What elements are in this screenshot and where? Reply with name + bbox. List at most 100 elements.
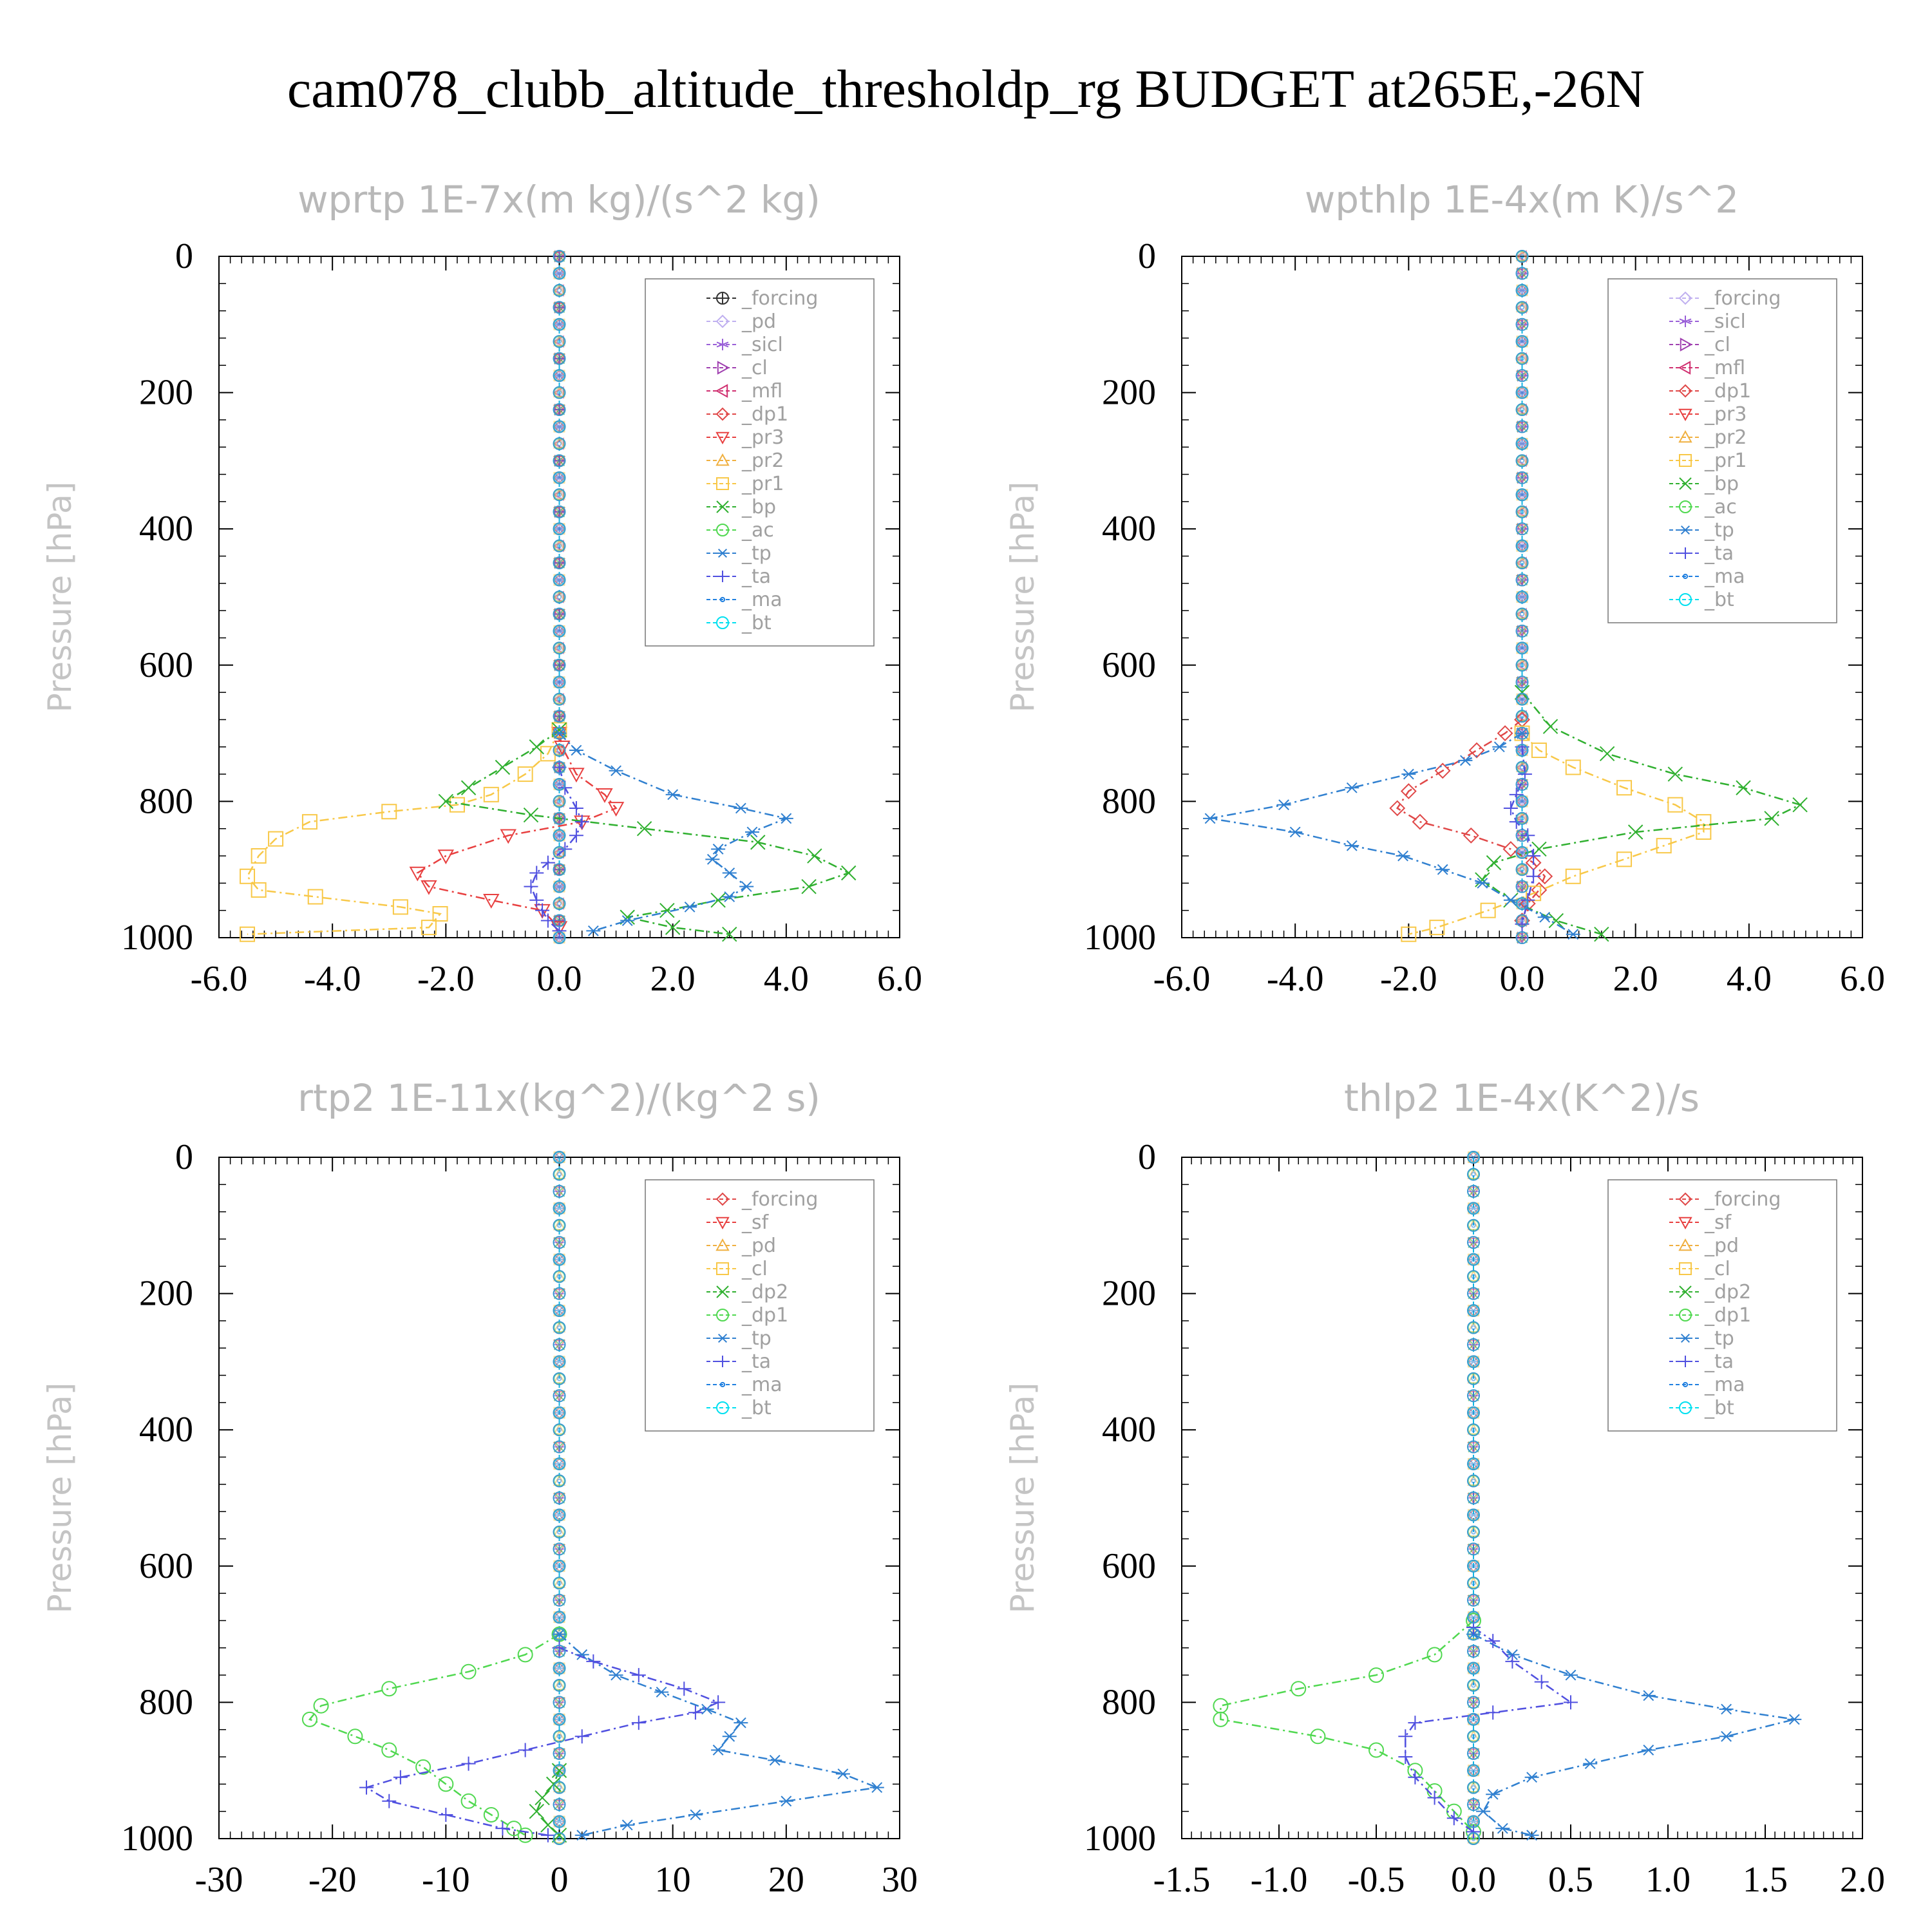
zero-profile-marker xyxy=(554,1544,565,1555)
series-line xyxy=(535,1770,560,1836)
data-point xyxy=(529,739,544,755)
legend-label: _pd xyxy=(741,310,776,333)
data-point xyxy=(483,786,499,802)
legend-label: _pr3 xyxy=(1704,403,1747,426)
zero-profile-marker xyxy=(1468,1255,1479,1264)
bt-point xyxy=(553,658,566,672)
zero-profile-marker xyxy=(554,1511,565,1519)
bt-point xyxy=(1467,1593,1480,1607)
bt-column xyxy=(1515,250,1529,944)
y-tick-label: 800 xyxy=(139,781,193,821)
data-point xyxy=(1213,1698,1229,1714)
zero-profile-marker xyxy=(553,437,564,450)
data-point xyxy=(551,1828,567,1843)
data-point xyxy=(710,893,726,908)
zero-profile-marker xyxy=(1468,1715,1479,1724)
legend-marker xyxy=(719,596,726,603)
bt-point xyxy=(553,369,566,383)
bt-point xyxy=(553,1593,566,1607)
data-point xyxy=(744,826,759,838)
zero-profile-marker xyxy=(553,590,566,602)
data-point xyxy=(1435,864,1450,875)
bt-point xyxy=(1515,607,1529,621)
data-point xyxy=(586,1654,601,1669)
series-tp xyxy=(1203,728,1580,940)
legend-marker xyxy=(1679,316,1692,327)
zero-profile-markers xyxy=(1515,250,1527,927)
zero-profile-marker xyxy=(1515,454,1527,468)
series-dp2 xyxy=(529,1763,567,1843)
data-point xyxy=(347,1728,363,1745)
data-point xyxy=(1564,1669,1578,1681)
zero-profile-marker xyxy=(553,386,566,397)
data-point xyxy=(438,793,454,810)
zero-profile-marker xyxy=(553,743,566,755)
zero-profile-marker xyxy=(1468,1493,1479,1503)
bt-point xyxy=(553,1168,566,1181)
bt-point xyxy=(1515,795,1529,808)
bt-point xyxy=(1467,1406,1480,1419)
y-tick-label: 0 xyxy=(1138,236,1156,276)
zero-profile-marker xyxy=(553,335,566,346)
zero-profile-marker xyxy=(553,539,564,553)
bt-point xyxy=(553,591,566,603)
x-tick-label: 30 xyxy=(882,1860,918,1900)
zero-profile-marker xyxy=(1467,1474,1480,1486)
data-point xyxy=(1519,895,1536,912)
zero-profile-marker xyxy=(554,1748,565,1759)
zero-profile-marker xyxy=(554,302,565,313)
data-point xyxy=(1548,913,1564,929)
zero-profile-marker xyxy=(554,1441,565,1452)
legend-marker xyxy=(1678,361,1691,375)
bt-point xyxy=(553,1184,566,1198)
legend-box xyxy=(1607,278,1837,623)
data-point xyxy=(1426,1647,1443,1663)
zero-profile-marker xyxy=(1468,1595,1479,1605)
legend-marker xyxy=(1678,430,1692,443)
zero-profile-marker xyxy=(553,641,566,653)
zero-profile-marker xyxy=(1467,1321,1480,1332)
bt-point xyxy=(553,624,566,638)
legend-label: _ta xyxy=(741,565,771,588)
x-tick-label: -10 xyxy=(422,1860,470,1900)
zero-profile-marker xyxy=(1471,1427,1476,1432)
data-point xyxy=(1310,1728,1326,1745)
data-point xyxy=(609,765,623,777)
panel-title: thlp2 1E-4x(K^2)/s xyxy=(1344,1076,1700,1120)
bt-point xyxy=(553,1764,566,1777)
bt-point xyxy=(1467,1423,1480,1437)
zero-profile-marker xyxy=(1467,1678,1480,1690)
bt-point xyxy=(553,692,566,706)
zero-profile-marker xyxy=(1515,301,1527,314)
data-point xyxy=(631,1668,646,1683)
data-point xyxy=(1276,799,1291,811)
data-point xyxy=(540,855,555,870)
zero-profile-marker xyxy=(1515,658,1529,670)
data-point xyxy=(631,1716,646,1730)
bt-point xyxy=(1515,726,1529,740)
zero-profile-marker xyxy=(553,283,566,296)
x-tick-label: 2.0 xyxy=(1613,959,1658,999)
zero-profile-marker xyxy=(553,386,564,399)
bt-point xyxy=(1515,267,1529,280)
zero-profile-marker xyxy=(554,1390,565,1401)
zero-profile-marker xyxy=(556,1427,562,1432)
zero-profile-marker xyxy=(554,1664,565,1672)
bt-point xyxy=(1515,863,1529,876)
data-point xyxy=(545,1776,562,1792)
zero-profile-marker xyxy=(1471,1683,1476,1688)
bt-point xyxy=(1467,1372,1480,1385)
y-tick-label: 400 xyxy=(1102,1410,1156,1450)
zero-profile-marker xyxy=(1468,1339,1479,1350)
data-point xyxy=(1434,762,1451,779)
legend-item: _forcing xyxy=(1669,287,1781,310)
zero-profile-marker xyxy=(556,1274,562,1279)
bt-point xyxy=(1515,744,1529,757)
legend-label: _dp1 xyxy=(1704,380,1751,402)
zero-profile-marker xyxy=(1519,611,1525,617)
legend: _forcing_sf_pd_cl_dp2_dp1_tp_ta_ma_bt xyxy=(1607,1179,1837,1432)
data-point xyxy=(359,1780,374,1795)
legend-marker xyxy=(1679,477,1692,490)
bt-point xyxy=(1467,1559,1480,1573)
